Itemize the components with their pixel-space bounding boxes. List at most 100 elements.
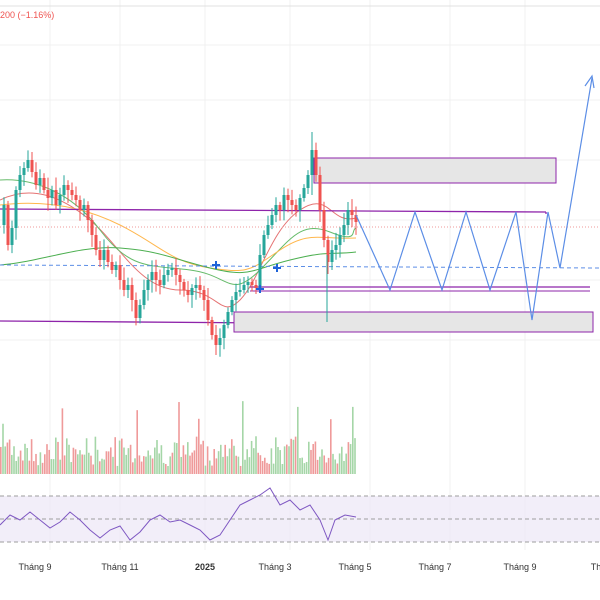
volume-bar bbox=[33, 461, 35, 474]
candle-body bbox=[330, 250, 334, 262]
candle-body bbox=[106, 250, 110, 262]
candle-body bbox=[110, 262, 114, 270]
volume-bar bbox=[26, 448, 28, 474]
candle-body bbox=[334, 245, 338, 250]
candle-body bbox=[150, 272, 154, 280]
volume-bar bbox=[202, 440, 204, 474]
candle-body bbox=[306, 175, 310, 188]
volume-bar bbox=[200, 444, 202, 474]
candle-body bbox=[162, 275, 166, 285]
volume-bar bbox=[239, 465, 242, 474]
candle-body bbox=[222, 325, 226, 338]
volume-bar bbox=[314, 441, 317, 474]
projection-arrowhead bbox=[584, 74, 595, 89]
candle-body bbox=[350, 210, 354, 215]
volume-bar bbox=[6, 442, 9, 474]
volume-bar bbox=[338, 453, 341, 474]
volume-bar bbox=[17, 456, 20, 474]
candle-body bbox=[66, 185, 70, 190]
candle-body bbox=[158, 280, 162, 285]
volume-bar bbox=[299, 458, 301, 474]
volume-bar bbox=[206, 446, 209, 474]
volume-bar bbox=[132, 462, 134, 474]
volume-bar bbox=[281, 464, 284, 474]
candlestick-series bbox=[2, 132, 358, 357]
volume-bar bbox=[316, 459, 319, 474]
candle-body bbox=[290, 200, 294, 205]
resistance-level-line bbox=[0, 208, 547, 213]
volume-bar bbox=[19, 450, 22, 474]
candle-body bbox=[78, 200, 82, 210]
volume-bar bbox=[15, 460, 17, 474]
rsi-line bbox=[0, 487, 357, 542]
volume-bar bbox=[349, 444, 352, 474]
candle-body bbox=[194, 285, 198, 288]
volume-bar bbox=[68, 444, 70, 474]
volume-bar bbox=[151, 458, 154, 474]
candle-body bbox=[82, 205, 86, 210]
candle-body bbox=[26, 160, 30, 168]
volume-bar bbox=[327, 457, 330, 474]
volume-bar bbox=[325, 462, 328, 474]
candle-body bbox=[190, 288, 194, 295]
rsi-panel bbox=[0, 487, 600, 543]
volume-bar bbox=[193, 450, 196, 474]
volume-bar bbox=[48, 449, 50, 474]
volume-bar bbox=[90, 455, 92, 474]
candle-body bbox=[226, 312, 230, 325]
volume-bar bbox=[121, 438, 123, 474]
volume-bar bbox=[268, 463, 270, 474]
candle-body bbox=[98, 250, 102, 260]
volume-bar bbox=[143, 456, 145, 474]
volume-bar bbox=[215, 458, 218, 474]
volume-bar bbox=[255, 436, 257, 474]
candle-body bbox=[314, 150, 318, 175]
volume-bar bbox=[310, 449, 312, 474]
volume-bar bbox=[96, 449, 99, 474]
candle-body bbox=[54, 190, 58, 205]
candle-body bbox=[118, 265, 122, 280]
x-axis-tick-label: Tháng 3 bbox=[258, 562, 291, 572]
volume-bar bbox=[107, 451, 110, 474]
candle-body bbox=[34, 172, 38, 185]
volume-bar bbox=[165, 463, 167, 474]
volume-bar bbox=[145, 456, 147, 474]
volume-bar bbox=[231, 439, 233, 474]
candle-body bbox=[146, 280, 150, 290]
candle-body bbox=[6, 205, 10, 245]
candle-body bbox=[338, 235, 342, 245]
candle-body bbox=[170, 268, 174, 270]
candle-body bbox=[102, 250, 106, 260]
volume-bar bbox=[272, 463, 275, 474]
supply-demand-zones[interactable] bbox=[233, 157, 594, 333]
volume-bar bbox=[41, 462, 44, 474]
candle-body bbox=[70, 190, 74, 195]
volume-bar bbox=[347, 442, 350, 474]
price-change-text: 200 (−1.16%) bbox=[0, 10, 54, 20]
candle-body bbox=[126, 285, 130, 290]
x-axis-tick-label: Tháng 9 bbox=[18, 562, 51, 572]
volume-bar bbox=[283, 446, 286, 474]
volume-bar bbox=[246, 449, 248, 474]
candle-body bbox=[230, 300, 234, 312]
x-axis: Tháng 9 Tháng 11 2025 Tháng 3 Tháng 5 Tháng 7… bbox=[18, 562, 600, 572]
volume-bar bbox=[110, 447, 112, 474]
x-axis-tick-label: Tháng 9 bbox=[503, 562, 536, 572]
volume-bar bbox=[2, 423, 4, 474]
supply-zone-rect bbox=[313, 157, 557, 184]
projection-path[interactable] bbox=[355, 74, 595, 321]
volume-bar bbox=[171, 452, 174, 474]
volume-bar bbox=[30, 439, 33, 474]
candle-body bbox=[62, 185, 66, 195]
volume-bar bbox=[248, 457, 251, 474]
volume-bar bbox=[204, 465, 207, 474]
candle-body bbox=[22, 168, 26, 175]
volume-bar bbox=[158, 453, 160, 474]
volume-bar bbox=[191, 452, 193, 474]
volume-bar bbox=[233, 445, 235, 474]
candle-body bbox=[278, 205, 282, 210]
candle-body bbox=[262, 235, 266, 255]
x-axis-tick-label: Tháng 11 bbox=[101, 562, 138, 572]
volume-bar bbox=[189, 455, 191, 474]
